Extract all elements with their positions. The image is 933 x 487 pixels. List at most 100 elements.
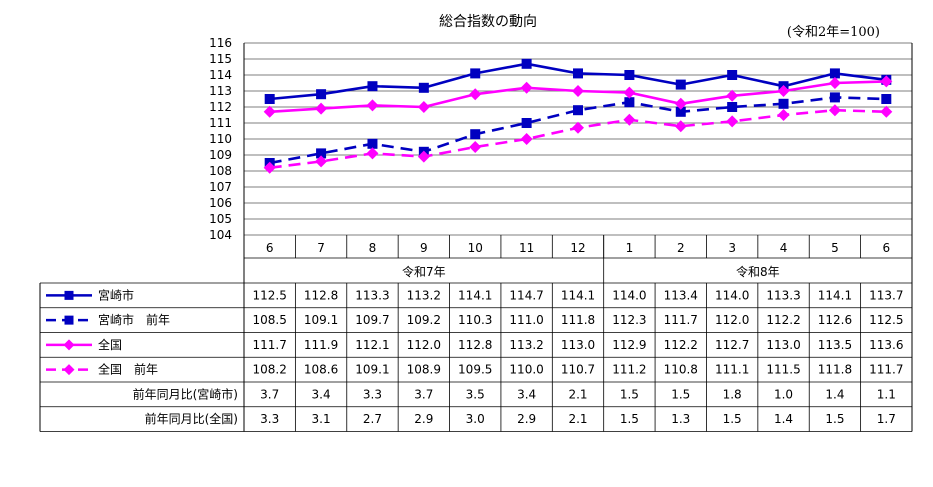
table-cell: 112.9 bbox=[612, 338, 646, 352]
table-cell: 1.8 bbox=[723, 387, 742, 401]
y-tick-labels: 116 115 114 113 112 111 110 109 108 107 106 105 104 bbox=[209, 36, 232, 242]
x-tick-label: 11 bbox=[519, 241, 534, 255]
table-cell: 112.2 bbox=[664, 338, 698, 352]
data-point bbox=[727, 70, 738, 80]
legend-marker bbox=[64, 315, 74, 325]
table-cell: 1.5 bbox=[723, 412, 742, 426]
data-point bbox=[521, 58, 532, 69]
legend-key: 全国 bbox=[46, 337, 122, 352]
table-cell: 111.1 bbox=[715, 363, 749, 377]
table-cell: 111.8 bbox=[561, 313, 595, 327]
base-year-note: (令和2年=100) bbox=[787, 25, 880, 40]
data-point bbox=[316, 89, 327, 100]
table-cell: 111.7 bbox=[253, 338, 287, 352]
data-point bbox=[417, 150, 430, 163]
data-point bbox=[624, 70, 635, 80]
y-tick-label: 105 bbox=[209, 212, 232, 226]
y-tick-label: 108 bbox=[209, 164, 232, 178]
data-point bbox=[263, 105, 276, 118]
table-cell: 110.7 bbox=[561, 363, 595, 377]
data-point bbox=[726, 89, 739, 102]
table-cell: 108.5 bbox=[253, 313, 287, 327]
table-cell: 113.0 bbox=[561, 338, 595, 352]
table-cell: 3.3 bbox=[363, 387, 382, 401]
y-tick-label: 115 bbox=[209, 52, 232, 66]
table-cell: 3.0 bbox=[466, 412, 485, 426]
table-cell: 3.3 bbox=[260, 412, 279, 426]
x-tick-label: 5 bbox=[831, 241, 839, 255]
x-tick-label: 4 bbox=[780, 241, 788, 255]
data-point bbox=[316, 148, 327, 159]
data-point bbox=[777, 109, 790, 121]
legend-key: 宮崎市 bbox=[46, 287, 134, 302]
legend-key: 宮崎市 前年 bbox=[46, 312, 170, 327]
legend-key: 全国 前年 bbox=[46, 362, 158, 377]
data-point bbox=[880, 75, 893, 88]
legend-marker bbox=[63, 339, 75, 351]
legend-label: 全国 前年 bbox=[98, 362, 158, 377]
table-cell: 1.5 bbox=[620, 387, 639, 401]
table-cell: 114.1 bbox=[561, 288, 595, 302]
table-cell: 112.8 bbox=[304, 288, 338, 302]
series-3 bbox=[263, 75, 893, 118]
table-row: 108.2 108.6 109.1 108.9 109.5 110.0 110.7 111.2… bbox=[253, 363, 904, 377]
table-cell: 109.5 bbox=[458, 363, 492, 377]
data-point bbox=[521, 118, 532, 128]
table-cell: 1.0 bbox=[774, 387, 793, 401]
table-cell: 114.7 bbox=[509, 288, 543, 302]
table-cell: 3.1 bbox=[312, 412, 331, 426]
data-point bbox=[470, 68, 481, 79]
data-point bbox=[264, 94, 275, 104]
table-cell: 114.0 bbox=[715, 288, 749, 302]
table-cell: 109.7 bbox=[355, 313, 389, 327]
data-point bbox=[777, 85, 790, 97]
data-point bbox=[880, 105, 893, 118]
table-cell: 114.0 bbox=[612, 288, 646, 302]
data-point bbox=[469, 141, 482, 153]
table-cell: 113.3 bbox=[355, 288, 389, 302]
table-cell: 1.4 bbox=[825, 387, 844, 401]
table-cell: 2.1 bbox=[568, 412, 587, 426]
table-cell: 2.9 bbox=[414, 412, 433, 426]
data-point bbox=[367, 138, 378, 149]
table-cell: 3.7 bbox=[260, 387, 279, 401]
era-label: 令和7年 bbox=[402, 264, 446, 279]
table-cell: 113.2 bbox=[509, 338, 543, 352]
era-label: 令和8年 bbox=[736, 264, 780, 279]
table-cell: 109.1 bbox=[304, 313, 338, 327]
table-cell: 113.7 bbox=[869, 288, 903, 302]
y-tick-label: 104 bbox=[209, 228, 232, 242]
data-point bbox=[469, 88, 482, 101]
x-tick-label: 12 bbox=[570, 241, 585, 255]
data-point bbox=[623, 113, 636, 126]
data-point bbox=[315, 155, 328, 168]
table-cell: 2.9 bbox=[517, 412, 536, 426]
legend-marker bbox=[64, 290, 74, 300]
x-tick-label: 6 bbox=[266, 241, 274, 255]
x-tick-label: 9 bbox=[420, 241, 428, 255]
data-point bbox=[573, 68, 583, 79]
table-cell: 112.2 bbox=[766, 313, 800, 327]
legend-label: 宮崎市 前年 bbox=[98, 312, 170, 327]
table-cell: 3.5 bbox=[466, 387, 485, 401]
data-point bbox=[675, 79, 686, 90]
table-cell: 110.8 bbox=[664, 363, 698, 377]
table-cell: 113.2 bbox=[407, 288, 441, 302]
series-4 bbox=[263, 104, 893, 174]
data-point bbox=[315, 102, 328, 115]
table-cell: 3.4 bbox=[517, 387, 536, 401]
row-header: 前年同月比(全国) bbox=[145, 411, 238, 426]
table-cell: 1.3 bbox=[671, 412, 690, 426]
table-row: 前年同月比(全国) 3.3 3.1 2.7 2.9 3.0 2.9 2.1 1.5 1.3 1.5 1… bbox=[145, 411, 896, 426]
table-cell: 3.4 bbox=[312, 387, 331, 401]
table-cell: 111.0 bbox=[509, 313, 543, 327]
data-point bbox=[829, 68, 840, 79]
x-tick-label: 8 bbox=[369, 241, 377, 255]
x-tick-label: 2 bbox=[677, 241, 685, 255]
y-tick-label: 114 bbox=[209, 68, 232, 82]
data-point bbox=[623, 86, 636, 99]
table-cell: 109.2 bbox=[407, 313, 441, 327]
